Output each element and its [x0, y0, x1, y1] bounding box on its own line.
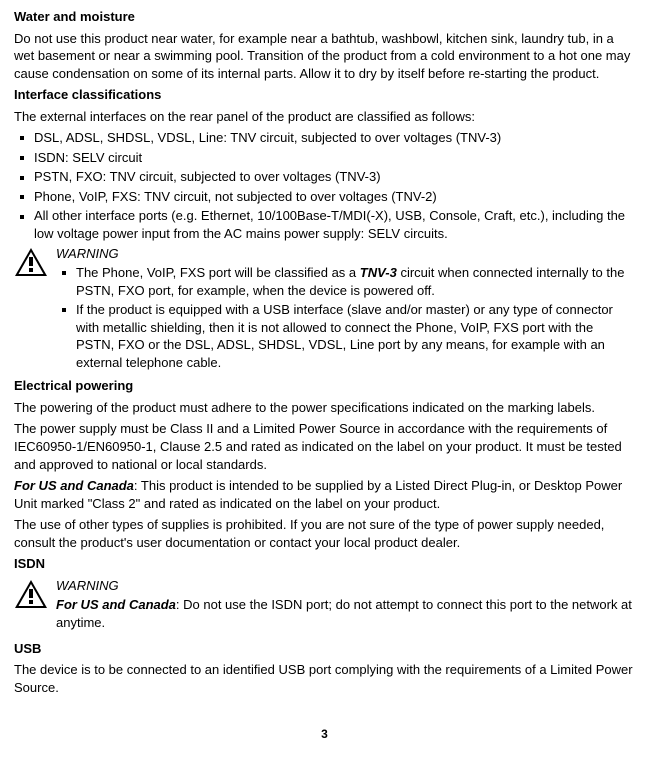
page-number: 3 [14, 726, 635, 742]
iface-item: All other interface ports (e.g. Ethernet… [14, 207, 635, 242]
water-title: Water and moisture [14, 8, 635, 26]
power-p3: For US and Canada: This product is inten… [14, 477, 635, 512]
isdn-title: ISDN [14, 555, 635, 573]
iface-item: ISDN: SELV circuit [14, 149, 635, 167]
warn1-b1a: The Phone, VoIP, FXS port will be classi… [76, 265, 360, 280]
warn1-b1em: TNV-3 [360, 265, 397, 280]
power-title: Electrical powering [14, 377, 635, 395]
power-p4: The use of other types of supplies is pr… [14, 516, 635, 551]
usb-para: The device is to be connected to an iden… [14, 661, 635, 696]
warning-heading: WARNING [56, 577, 635, 595]
warn2-em: For US and Canada [56, 597, 176, 612]
power-p2: The power supply must be Class II and a … [14, 420, 635, 473]
warning1-list: The Phone, VoIP, FXS port will be classi… [56, 264, 635, 371]
warn2-line: For US and Canada: Do not use the ISDN p… [56, 596, 635, 631]
warning-heading: WARNING [56, 245, 635, 263]
usb-title: USB [14, 640, 635, 658]
iface-item: DSL, ADSL, SHDSL, VDSL, Line: TNV circui… [14, 129, 635, 147]
warning-body: WARNING The Phone, VoIP, FXS port will b… [56, 245, 635, 374]
iface-item: PSTN, FXO: TNV circuit, subjected to ove… [14, 168, 635, 186]
water-para: Do not use this product near water, for … [14, 30, 635, 83]
warning-icon [14, 247, 48, 277]
warning-block-2: WARNING For US and Canada: Do not use th… [14, 577, 635, 636]
power-p1: The powering of the product must adhere … [14, 399, 635, 417]
iface-intro: The external interfaces on the rear pane… [14, 108, 635, 126]
warning1-item: The Phone, VoIP, FXS port will be classi… [56, 264, 635, 299]
power-p3-em: For US and Canada [14, 478, 134, 493]
iface-item: Phone, VoIP, FXS: TNV circuit, not subje… [14, 188, 635, 206]
warning-block-1: WARNING The Phone, VoIP, FXS port will b… [14, 245, 635, 374]
iface-list: DSL, ADSL, SHDSL, VDSL, Line: TNV circui… [14, 129, 635, 242]
warning1-item: If the product is equipped with a USB in… [56, 301, 635, 371]
warning-body: WARNING For US and Canada: Do not use th… [56, 577, 635, 636]
warning-icon [14, 579, 48, 609]
iface-title: Interface classifications [14, 86, 635, 104]
